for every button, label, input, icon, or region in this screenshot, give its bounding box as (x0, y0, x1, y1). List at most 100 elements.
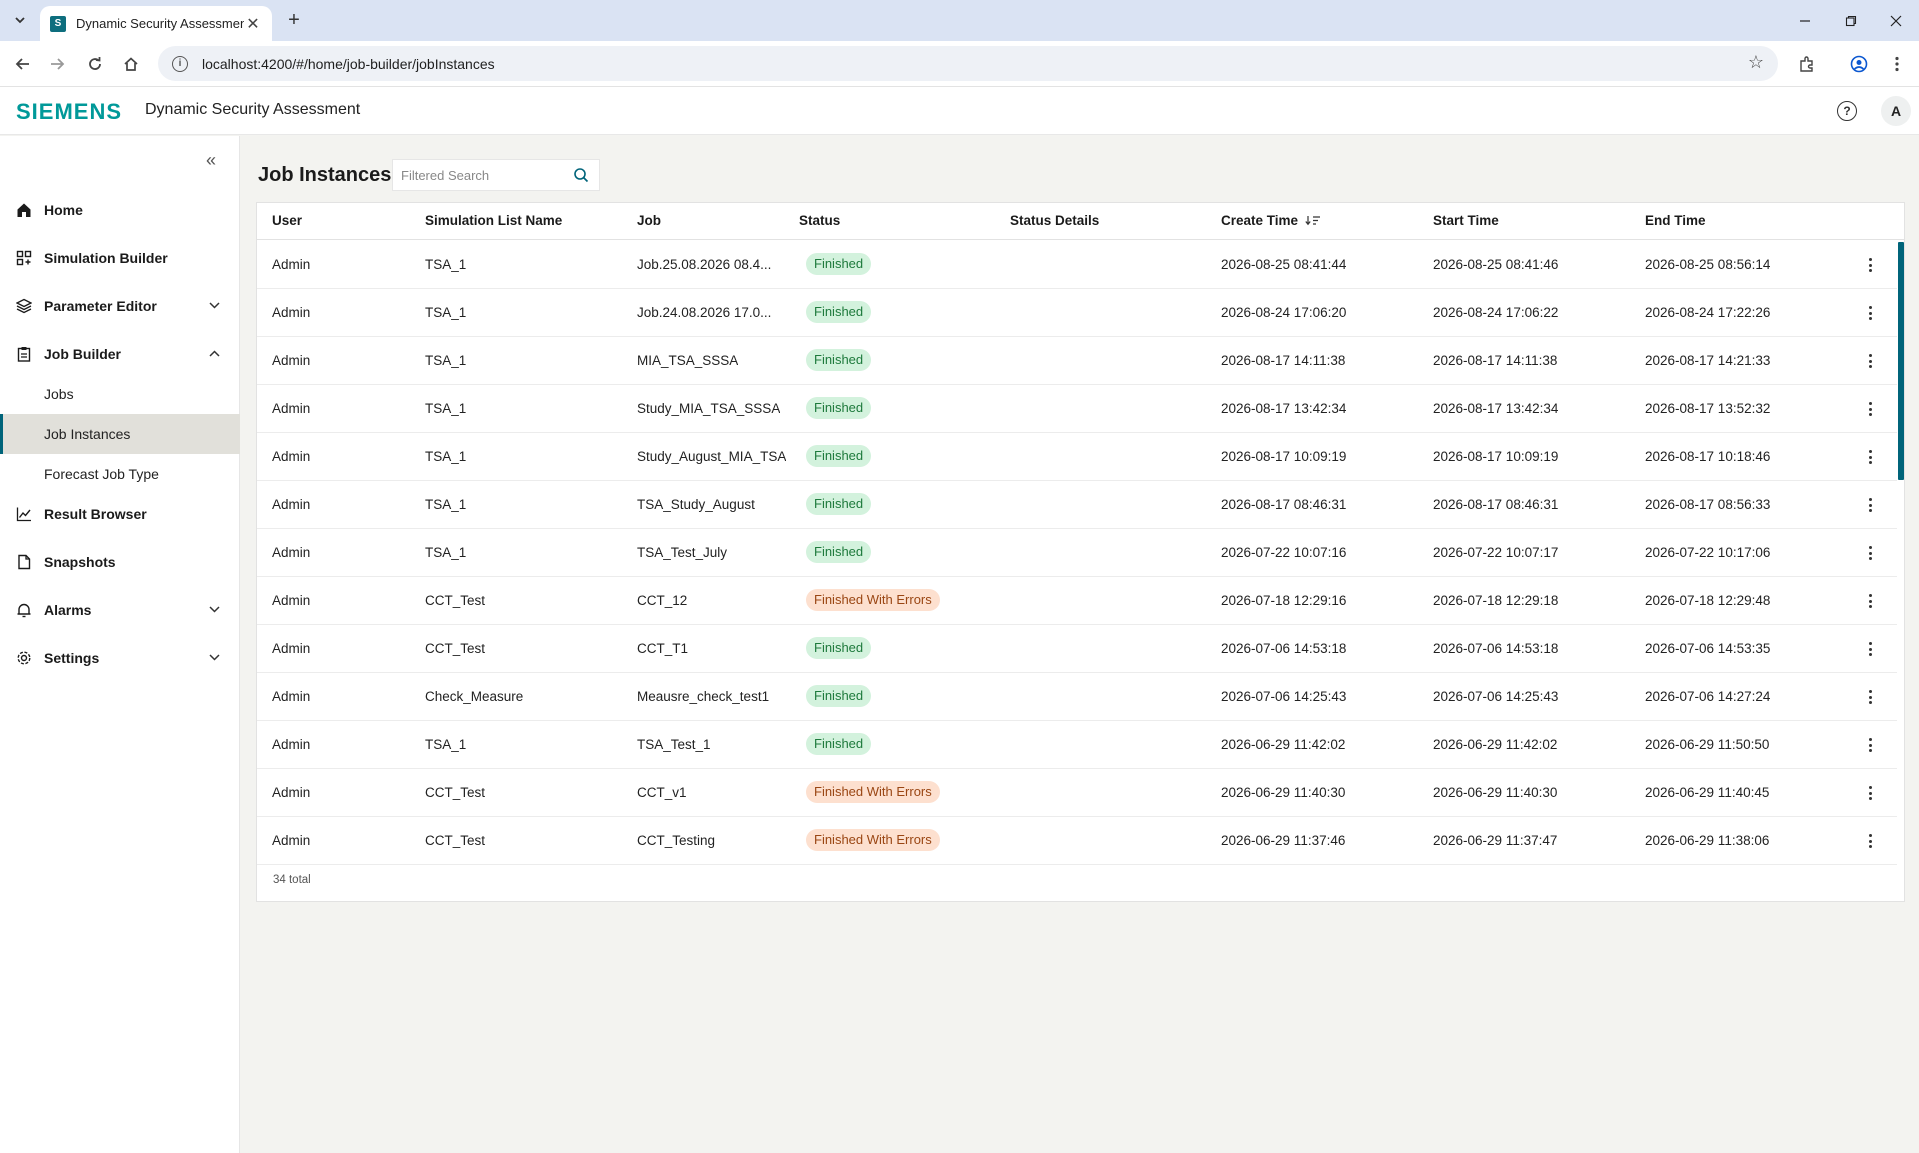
column-header-status-details[interactable]: Status Details (1010, 213, 1100, 228)
cell-start-time: 2026-07-18 12:29:18 (1433, 593, 1559, 608)
sidebar-item-alarms[interactable]: Alarms (0, 590, 240, 630)
table-row[interactable]: Admin TSA_1 Study_MIA_TSA_SSSA 2026-08-17 1… (257, 385, 1897, 433)
extensions-icon[interactable] (1794, 51, 1820, 77)
table-row[interactable]: Admin TSA_1 Job.24.08.2026 17.0... 2026-08-… (257, 289, 1897, 337)
cell-end-time: 2026-08-24 17:22:26 (1645, 305, 1771, 320)
user-avatar[interactable]: A (1881, 96, 1911, 126)
cell-job: TSA_Test_July (637, 545, 728, 560)
sidebar-item-job-builder[interactable]: Job Builder (0, 334, 240, 374)
browser-address-bar: i localhost:4200/#/home/job-builder/jobI… (0, 41, 1919, 87)
cell-end-time: 2026-07-06 14:53:35 (1645, 641, 1771, 656)
row-actions-kebab-icon[interactable] (1860, 830, 1880, 852)
table-row[interactable]: Admin CCT_Test CCT_Testing 2026-06-29 11:37… (257, 817, 1897, 865)
column-header-start-time[interactable]: Start Time (1433, 213, 1499, 228)
table-row[interactable]: Admin CCT_Test CCT_12 2026-07-18 12:29:16 20… (257, 577, 1897, 625)
table-row[interactable]: Admin TSA_1 Job.25.08.2026 08.4... 2026-08-… (257, 241, 1897, 289)
status-badge: Finished (806, 253, 872, 275)
tab-search-dropdown-icon[interactable] (8, 8, 32, 32)
cell-simulation-list-name: TSA_1 (425, 449, 467, 464)
cell-create-time: 2026-08-17 08:46:31 (1221, 497, 1347, 512)
table-row[interactable]: Admin TSA_1 TSA_Test_1 2026-06-29 11:42:02 2… (257, 721, 1897, 769)
table-row[interactable]: Admin TSA_1 TSA_Study_August 2026-08-17 08:… (257, 481, 1897, 529)
status-badge: Finished (806, 301, 872, 323)
page-title: Job Instances (258, 164, 392, 186)
cell-user: Admin (272, 257, 311, 272)
table-row[interactable]: Admin CCT_Test CCT_T1 2026-07-06 14:53:18 20… (257, 625, 1897, 673)
back-icon[interactable] (10, 51, 36, 77)
profile-icon[interactable] (1846, 51, 1872, 77)
row-actions-kebab-icon[interactable] (1860, 350, 1880, 372)
row-actions-kebab-icon[interactable] (1860, 542, 1880, 564)
browser-menu-icon[interactable] (1884, 51, 1910, 77)
chart-line-icon (16, 506, 32, 522)
cell-user: Admin (272, 593, 311, 608)
table-row[interactable]: Admin Check_Measure Meausre_check_test1 202… (257, 673, 1897, 721)
sidebar-subitem-forecast-job-type[interactable]: Forecast Job Type (44, 466, 159, 482)
sidebar-item-label: Parameter Editor (44, 298, 157, 314)
sidebar-subitem-job-instances[interactable]: Job Instances (0, 414, 240, 454)
tab-close-icon[interactable]: ✕ (246, 15, 260, 33)
table-scrollbar[interactable] (1898, 242, 1904, 480)
status-badge: Finished (806, 349, 872, 371)
row-actions-kebab-icon[interactable] (1860, 398, 1880, 420)
bell-icon (16, 602, 32, 618)
column-header-end-time[interactable]: End Time (1645, 213, 1706, 228)
row-actions-kebab-icon[interactable] (1860, 782, 1880, 804)
status-badge: Finished With Errors (806, 829, 940, 851)
restore-icon[interactable] (1828, 0, 1874, 41)
sidebar-item-home[interactable]: Home (0, 190, 240, 230)
column-header-user[interactable]: User (272, 213, 303, 228)
row-actions-kebab-icon[interactable] (1860, 638, 1880, 660)
cell-start-time: 2026-08-17 10:09:19 (1433, 449, 1559, 464)
close-window-icon[interactable] (1873, 0, 1919, 41)
browser-tab-bar: S Dynamic Security Assessment ✕ + (0, 0, 1919, 41)
cell-end-time: 2026-06-29 11:38:06 (1645, 833, 1770, 848)
sidebar-item-result-browser[interactable]: Result Browser (0, 494, 240, 534)
sidebar-item-settings[interactable]: Settings (0, 638, 240, 678)
table-row[interactable]: Admin TSA_1 TSA_Test_July 2026-07-22 10:07:… (257, 529, 1897, 577)
row-actions-kebab-icon[interactable] (1860, 734, 1880, 756)
layers-icon (16, 298, 32, 314)
row-actions-kebab-icon[interactable] (1860, 254, 1880, 276)
home-page-icon[interactable] (118, 51, 144, 77)
table-row[interactable]: Admin CCT_Test CCT_v1 2026-06-29 11:40:30 20… (257, 769, 1897, 817)
siemens-logo: SIEMENS (16, 99, 123, 124)
row-actions-kebab-icon[interactable] (1860, 302, 1880, 324)
column-header-status[interactable]: Status (799, 213, 841, 228)
reload-icon[interactable] (82, 51, 108, 77)
forward-icon[interactable] (44, 51, 70, 77)
row-actions-kebab-icon[interactable] (1860, 446, 1880, 468)
cell-start-time: 2026-08-25 08:41:46 (1433, 257, 1559, 272)
cell-simulation-list-name: Check_Measure (425, 689, 524, 704)
cell-start-time: 2026-06-29 11:37:47 (1433, 833, 1558, 848)
row-actions-kebab-icon[interactable] (1860, 494, 1880, 516)
site-info-icon[interactable]: i (172, 55, 188, 72)
search-icon[interactable] (568, 162, 594, 188)
cell-simulation-list-name: TSA_1 (425, 497, 467, 512)
cell-job: Study_August_MIA_TSA (637, 449, 787, 464)
bookmark-star-icon[interactable]: ☆ (1747, 52, 1764, 72)
cell-job: CCT_12 (637, 593, 688, 608)
sidebar-item-simulation-builder[interactable]: Simulation Builder (0, 238, 240, 278)
browser-tab[interactable]: S Dynamic Security Assessment ✕ (40, 6, 272, 41)
minimize-icon[interactable] (1782, 0, 1828, 41)
cell-end-time: 2026-08-17 14:21:33 (1645, 353, 1771, 368)
search-input[interactable] (393, 167, 568, 183)
row-actions-kebab-icon[interactable] (1860, 590, 1880, 612)
cell-create-time: 2026-07-22 10:07:16 (1221, 545, 1347, 560)
column-header-job[interactable]: Job (637, 213, 662, 228)
sidebar-item-snapshots[interactable]: Snapshots (0, 542, 240, 582)
new-tab-icon[interactable]: + (288, 8, 300, 31)
sidebar-subitem-jobs[interactable]: Jobs (44, 386, 74, 402)
sidebar-item-parameter-editor[interactable]: Parameter Editor (0, 286, 240, 326)
column-header-create-time[interactable]: Create Time (1221, 213, 1321, 228)
collapse-sidebar-icon[interactable]: « (206, 150, 217, 170)
help-icon[interactable]: ? (1837, 101, 1857, 121)
table-row[interactable]: Admin TSA_1 Study_August_MIA_TSA 2026-08-17… (257, 433, 1897, 481)
cell-start-time: 2026-07-06 14:53:18 (1433, 641, 1559, 656)
column-header-simulation-list-name[interactable]: Simulation List Name (425, 213, 563, 228)
table-row[interactable]: Admin TSA_1 MIA_TSA_SSSA 2026-08-17 14:11:3… (257, 337, 1897, 385)
url-bar[interactable]: i localhost:4200/#/home/job-builder/jobI… (158, 46, 1778, 81)
row-actions-kebab-icon[interactable] (1860, 686, 1880, 708)
cell-simulation-list-name: TSA_1 (425, 545, 467, 560)
